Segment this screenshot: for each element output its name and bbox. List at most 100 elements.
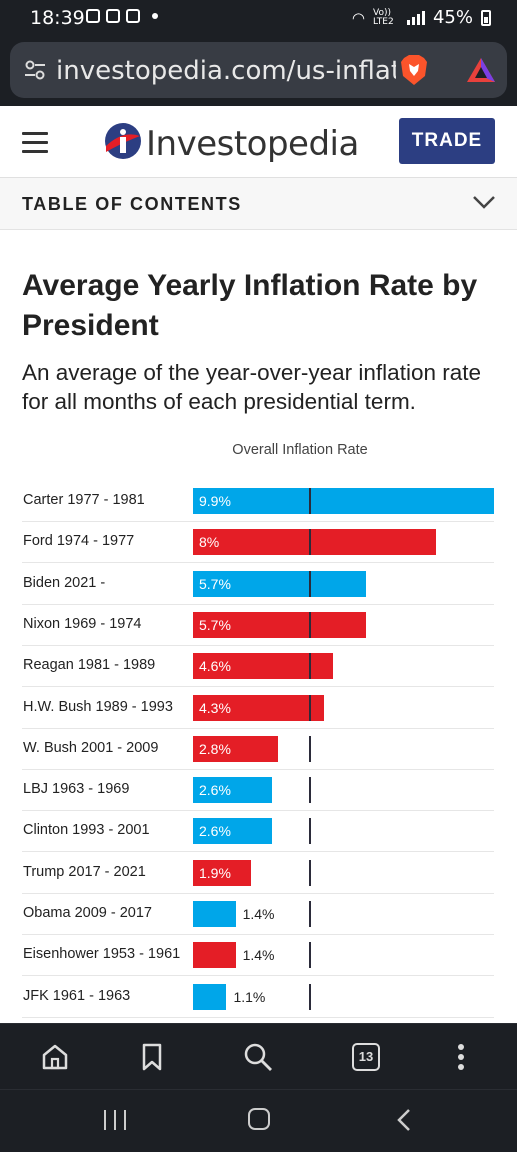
chart-row: Reagan 1981 - 1989 4.6%	[22, 646, 494, 688]
site-header: Investopedia TRADE	[0, 106, 517, 178]
chart-row: Eisenhower 1953 - 1961 1.4%	[22, 935, 494, 977]
home-icon[interactable]	[40, 1042, 70, 1072]
chart-row: Ford 1974 - 1977 8%	[22, 522, 494, 564]
browser-address-area: investopedia.com/us-inflat	[0, 36, 517, 106]
row-label: H.W. Bush 1989 - 1993	[23, 698, 173, 715]
recents-icon[interactable]	[104, 1110, 126, 1130]
bar-value-label: 8%	[199, 534, 220, 551]
reference-line-segment	[308, 570, 311, 597]
notification-icons	[86, 9, 158, 23]
reference-line-segment	[308, 735, 311, 762]
bar-democrat	[193, 818, 273, 845]
bar-republican	[193, 735, 279, 762]
bar-value-label: 5.7%	[199, 575, 231, 592]
search-icon[interactable]	[243, 1042, 273, 1072]
brave-rewards-icon[interactable]	[466, 56, 496, 84]
chart-row: Biden 2021 - 5.7%	[22, 564, 494, 605]
reference-line-segment	[308, 942, 311, 969]
chart-row: JFK 1961 - 1963 1.1%	[22, 977, 494, 1018]
more-options-icon[interactable]	[458, 1044, 466, 1070]
row-label: W. Bush 2001 - 2009	[23, 739, 159, 756]
reference-line-segment	[308, 901, 311, 927]
chart-row: W. Bush 2001 - 2009 2.8%	[22, 729, 494, 770]
back-icon[interactable]	[396, 1108, 412, 1132]
reference-line-segment	[308, 818, 311, 845]
row-label: Nixon 1969 - 1974	[23, 615, 142, 632]
reference-line-segment	[308, 653, 311, 680]
chat-icon	[126, 9, 140, 23]
wifi-icon: ◠	[351, 8, 365, 27]
investopedia-logo-icon[interactable]	[104, 122, 142, 160]
address-bar[interactable]: investopedia.com/us-inflat	[10, 42, 507, 98]
status-bar: 18:39 ◠ Vo)) LTE2 45%	[0, 0, 517, 36]
reference-line-segment	[308, 859, 311, 886]
toc-label: TABLE OF CONTENTS	[22, 194, 242, 214]
bar-democrat	[193, 777, 273, 804]
reference-line-segment	[308, 983, 311, 1010]
browser-toolbar: 13	[0, 1023, 517, 1089]
bar-value-label: 1.4%	[242, 906, 275, 922]
row-label: Obama 2009 - 2017	[23, 905, 152, 921]
menu-icon[interactable]	[22, 132, 48, 153]
brave-shields-icon[interactable]	[400, 54, 428, 86]
inflation-bar-chart: Overall Inflation Rate Carter 1977 - 198…	[0, 106, 517, 1023]
reference-line-segment	[308, 777, 311, 804]
trade-button[interactable]: TRADE	[399, 118, 495, 164]
investopedia-logo-text[interactable]: Investopedia	[146, 124, 359, 164]
url-text[interactable]: investopedia.com/us-inflat	[56, 56, 396, 86]
row-label: LBJ 1963 - 1969	[23, 781, 130, 798]
bar-value-label: 5.7%	[199, 616, 231, 633]
more-notifications-icon	[152, 13, 158, 19]
bar-democrat	[193, 488, 494, 514]
tabs-button[interactable]: 13	[352, 1043, 380, 1071]
site-settings-icon[interactable]	[24, 59, 46, 81]
row-label: Carter 1977 - 1981	[23, 492, 145, 508]
home-nav-icon[interactable]	[248, 1108, 270, 1130]
row-label: Biden 2021 -	[23, 574, 106, 591]
bar-democrat	[193, 983, 227, 1010]
bar-value-label: 1.4%	[242, 947, 275, 964]
bar-value-label: 9.9%	[199, 493, 231, 509]
bookmark-icon[interactable]	[137, 1042, 167, 1072]
status-time: 18:39	[30, 7, 85, 29]
bar-value-label: 1.9%	[199, 864, 231, 881]
signal-icon	[406, 10, 425, 25]
system-navigation-bar	[0, 1089, 517, 1152]
bar-republican	[193, 529, 437, 556]
row-label: Eisenhower 1953 - 1961	[23, 946, 181, 963]
bar-republican	[193, 694, 324, 721]
chart-row: Nixon 1969 - 1974 5.7%	[22, 605, 494, 646]
chart-row: Carter 1977 - 1981 9.9%	[22, 481, 494, 522]
row-label: Reagan 1981 - 1989	[23, 657, 156, 674]
chevron-down-icon[interactable]	[472, 194, 496, 210]
battery-icon	[481, 9, 491, 26]
row-label: JFK 1961 - 1963	[23, 987, 131, 1004]
row-label: Clinton 1993 - 2001	[23, 822, 150, 839]
bar-democrat	[193, 901, 236, 927]
chart-row: Trump 2017 - 2021 1.9%	[22, 853, 494, 894]
bar-republican	[193, 859, 251, 886]
bar-republican	[193, 942, 236, 969]
youtube-icon	[106, 9, 120, 23]
web-page: Investopedia TRADE TABLE OF CONTENTS Ave…	[0, 106, 517, 1023]
bar-democrat	[193, 570, 367, 597]
bar-value-label: 2.8%	[199, 740, 231, 757]
reference-line-segment	[308, 488, 311, 514]
battery-percent: 45%	[432, 7, 473, 28]
reference-line-segment	[308, 694, 311, 721]
table-of-contents[interactable]: TABLE OF CONTENTS	[0, 178, 517, 230]
article-subtitle: An average of the year-over-year inflati…	[22, 360, 481, 414]
chart-row: LBJ 1963 - 1969 2.6%	[22, 770, 494, 812]
reference-line-label: Overall Inflation Rate	[232, 442, 368, 458]
chart-row: Obama 2009 - 2017 1.4%	[22, 894, 494, 935]
gallery-icon	[86, 9, 100, 23]
chart-row: Clinton 1993 - 2001 2.6%	[22, 811, 494, 853]
bar-value-label: 4.3%	[199, 699, 231, 716]
article-title: Average Yearly Inflation Rate by Preside…	[22, 269, 478, 342]
bar-value-label: 4.6%	[199, 658, 231, 675]
bar-value-label: 2.6%	[199, 782, 231, 799]
bar-republican	[193, 611, 367, 638]
reference-line-segment	[308, 529, 311, 556]
bar-value-label: 1.1%	[233, 988, 266, 1005]
system-status: ◠ Vo)) LTE2 45%	[352, 7, 491, 28]
